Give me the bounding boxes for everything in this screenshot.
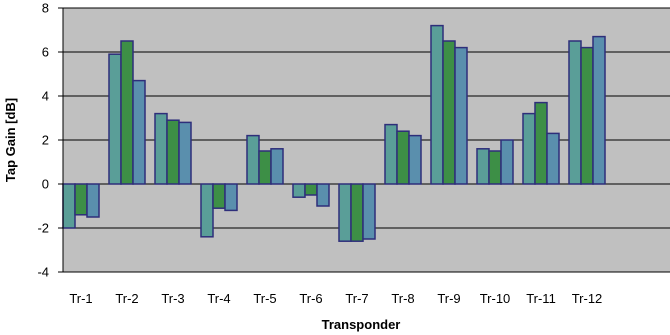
x-tick-label: Tr-5 (253, 291, 276, 306)
bar-tr-1-s1 (62, 183, 76, 229)
bar-tr-6-s3 (316, 183, 330, 207)
bar-tr-3-s3 (178, 121, 192, 185)
y-tick-label: 6 (42, 45, 49, 60)
bar-tr-8-s1 (384, 123, 398, 185)
bar-tr-10-s1 (476, 148, 490, 185)
bar-tr-2-s1 (108, 53, 122, 185)
x-tick-label: Tr-9 (437, 291, 460, 306)
bar-tr-9-s2 (442, 40, 456, 185)
x-tick-label: Tr-6 (299, 291, 322, 306)
x-tick-label: Tr-2 (115, 291, 138, 306)
bar-tr-12-s2 (580, 46, 594, 185)
bar-tr-4-s1 (200, 183, 214, 238)
x-tick-label: Tr-4 (207, 291, 230, 306)
bar-tr-9-s1 (430, 24, 444, 185)
y-tick-label: 8 (42, 1, 49, 16)
bar-tr-5-s1 (246, 134, 260, 185)
bar-tr-6-s1 (292, 183, 306, 198)
x-tick-label: Tr-11 (526, 291, 556, 306)
bar-tr-10-s2 (488, 150, 502, 185)
bar-tr-7-s1 (338, 183, 352, 242)
bars (62, 24, 606, 242)
bar-tr-5-s3 (270, 148, 284, 185)
bar-tr-10-s3 (500, 139, 514, 185)
bar-tr-2-s3 (132, 79, 146, 185)
bar-tr-12-s3 (592, 35, 606, 185)
bar-tr-7-s2 (350, 183, 364, 242)
x-tick-label: Tr-8 (391, 291, 414, 306)
y-tick-label: 0 (42, 177, 49, 192)
y-tick-label: 2 (42, 133, 49, 148)
bar-tr-11-s2 (534, 101, 548, 185)
bar-tr-7-s3 (362, 183, 376, 240)
bar-tr-9-s3 (454, 46, 468, 185)
x-tick-label: Tr-1 (69, 291, 92, 306)
bar-tr-3-s1 (154, 112, 168, 185)
bar-tr-8-s2 (396, 130, 410, 185)
bar-tr-1-s2 (74, 183, 88, 216)
bar-tr-4-s2 (212, 183, 226, 209)
bar-tr-6-s2 (304, 183, 318, 196)
bar-tr-4-s3 (224, 183, 238, 212)
bar-tr-3-s2 (166, 119, 180, 185)
x-tick-label: Tr-7 (345, 291, 368, 306)
bar-tr-11-s3 (546, 132, 560, 185)
x-axis-ticks: Tr-1 Tr-2 Tr-3 Tr-4 Tr-5 Tr-6 Tr-7 Tr-8 Tr-9 Tr-1… (69, 291, 602, 306)
x-tick-label: Tr-10 (480, 291, 511, 306)
y-tick-label: -2 (37, 221, 49, 236)
bar-tr-2-s2 (120, 40, 134, 185)
bar-tr-12-s1 (568, 40, 582, 185)
y-tick-label: 4 (42, 89, 49, 104)
x-axis-title: Transponder (322, 317, 401, 332)
y-tick-label: -4 (37, 265, 49, 280)
y-axis-title: Tap Gain [dB] (3, 98, 18, 182)
bar-tr-11-s1 (522, 112, 536, 185)
x-tick-label: Tr-12 (572, 291, 603, 306)
bar-tr-5-s2 (258, 150, 272, 185)
y-axis-ticks: -4 -2 0 2 4 6 8 (37, 1, 64, 280)
bar-tr-1-s3 (86, 183, 100, 218)
bar-tr-8-s3 (408, 134, 422, 185)
x-tick-label: Tr-3 (161, 291, 184, 306)
